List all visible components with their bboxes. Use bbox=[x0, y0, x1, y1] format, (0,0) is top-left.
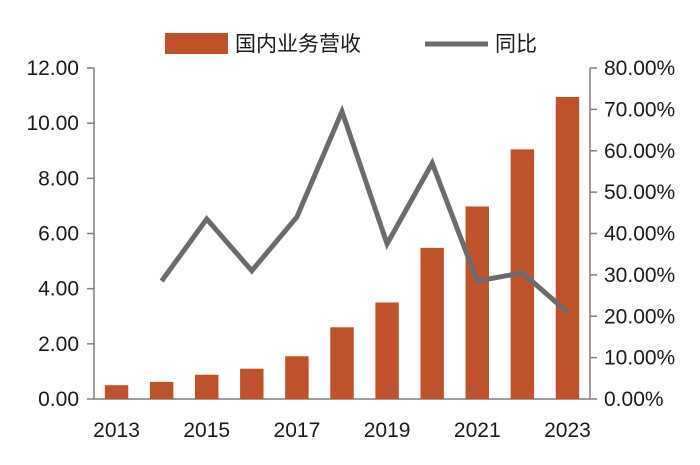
legend-label-line: 同比 bbox=[495, 32, 537, 56]
axes: 0.00 2.00 4.00 6.00 8.00 10.00 12.00 0.00% 10.00… bbox=[26, 57, 675, 442]
right-axis-tick-label: 80.00% bbox=[604, 57, 675, 80]
left-axis-tick-label: 12.00 bbox=[26, 57, 79, 80]
x-axis-tick-label: 2019 bbox=[364, 419, 411, 442]
bar bbox=[285, 356, 309, 399]
series-line bbox=[159, 104, 570, 314]
legend: 国内业务营收 同比 bbox=[165, 32, 537, 56]
right-axis-tick-label: 70.00% bbox=[604, 98, 675, 121]
right-axis-tick-label: 50.00% bbox=[604, 181, 675, 204]
left-axis-tick-label: 8.00 bbox=[38, 167, 79, 190]
x-axis-tick-label: 2021 bbox=[454, 419, 501, 442]
bar bbox=[375, 302, 399, 399]
bar bbox=[149, 381, 174, 399]
line-series bbox=[159, 104, 570, 314]
legend-swatch-bar bbox=[165, 33, 228, 54]
right-axis-tick-label: 30.00% bbox=[604, 264, 675, 287]
bar bbox=[330, 327, 354, 399]
bar-series bbox=[104, 96, 580, 400]
left-axis-tick-label: 10.00 bbox=[26, 112, 79, 135]
bar bbox=[104, 385, 129, 399]
right-axis-tick-label: 60.00% bbox=[604, 140, 675, 163]
right-axis-tick-label: 20.00% bbox=[604, 305, 675, 328]
left-axis-tick-label: 4.00 bbox=[38, 278, 79, 301]
x-axis-tick-label: 2013 bbox=[93, 419, 140, 442]
x-axis-tick-label: 2023 bbox=[544, 419, 591, 442]
bar bbox=[420, 247, 444, 399]
left-axis-tick-label: 6.00 bbox=[38, 223, 79, 246]
left-axis-tick-label: 0.00 bbox=[38, 388, 79, 411]
right-axis-tick-label: 0.00% bbox=[604, 388, 664, 411]
x-axis-tick-label: 2015 bbox=[183, 419, 230, 442]
legend-label-bar: 国内业务营收 bbox=[235, 32, 361, 56]
bar bbox=[195, 374, 219, 399]
right-axis-tick-label: 10.00% bbox=[604, 347, 675, 370]
x-axis-tick-label: 2017 bbox=[274, 419, 321, 442]
bar bbox=[465, 206, 489, 399]
left-axis-tick-label: 2.00 bbox=[38, 333, 79, 356]
right-axis-tick-label: 40.00% bbox=[604, 223, 675, 246]
bar bbox=[555, 96, 580, 400]
bar bbox=[240, 368, 264, 399]
